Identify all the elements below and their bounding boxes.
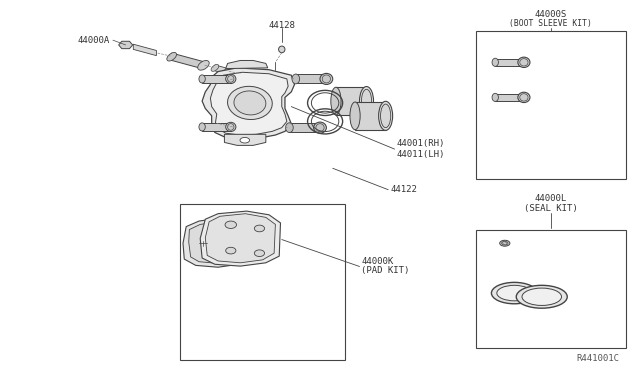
Ellipse shape — [254, 225, 264, 232]
Ellipse shape — [500, 240, 510, 246]
Polygon shape — [355, 102, 386, 130]
Polygon shape — [189, 221, 252, 263]
Text: 44128: 44128 — [268, 21, 295, 30]
Text: R441001C: R441001C — [577, 354, 620, 363]
Ellipse shape — [516, 285, 567, 308]
Polygon shape — [172, 53, 204, 69]
Ellipse shape — [254, 250, 264, 257]
Ellipse shape — [198, 61, 209, 70]
Polygon shape — [296, 74, 326, 83]
Text: 44122: 44122 — [390, 185, 417, 194]
Ellipse shape — [226, 122, 236, 132]
Ellipse shape — [360, 87, 374, 116]
Ellipse shape — [225, 221, 237, 228]
Ellipse shape — [234, 91, 266, 115]
Text: (BOOT SLEEVE KIT): (BOOT SLEEVE KIT) — [509, 19, 592, 28]
Ellipse shape — [316, 124, 324, 132]
Ellipse shape — [362, 89, 372, 113]
Polygon shape — [211, 72, 288, 135]
Ellipse shape — [331, 87, 341, 115]
Ellipse shape — [492, 282, 538, 304]
Ellipse shape — [228, 76, 234, 82]
Text: (PAD KIT): (PAD KIT) — [362, 266, 410, 275]
Ellipse shape — [292, 74, 300, 84]
Ellipse shape — [199, 123, 205, 131]
Ellipse shape — [228, 86, 272, 119]
Bar — [180, 205, 346, 359]
Polygon shape — [495, 59, 524, 66]
Polygon shape — [200, 211, 280, 266]
Ellipse shape — [502, 242, 507, 245]
Ellipse shape — [199, 75, 205, 83]
Bar — [476, 31, 626, 179]
Ellipse shape — [492, 58, 499, 66]
Ellipse shape — [520, 59, 528, 66]
Polygon shape — [215, 65, 228, 74]
Polygon shape — [336, 87, 367, 115]
Polygon shape — [202, 123, 231, 131]
Polygon shape — [205, 214, 275, 263]
Polygon shape — [202, 68, 294, 139]
Ellipse shape — [492, 93, 499, 102]
Ellipse shape — [314, 122, 326, 133]
Ellipse shape — [322, 75, 330, 83]
Ellipse shape — [518, 57, 530, 67]
Text: 44000K: 44000K — [362, 257, 394, 266]
Ellipse shape — [223, 67, 232, 76]
Polygon shape — [118, 41, 132, 49]
Ellipse shape — [350, 102, 360, 130]
Text: 44000L: 44000L — [534, 195, 567, 203]
Polygon shape — [226, 61, 268, 68]
Ellipse shape — [381, 104, 391, 128]
Ellipse shape — [278, 46, 285, 53]
Ellipse shape — [502, 241, 508, 245]
Text: 44000S: 44000S — [534, 10, 567, 19]
Polygon shape — [183, 217, 256, 267]
Ellipse shape — [226, 74, 236, 84]
Text: (SEAL KIT): (SEAL KIT) — [524, 203, 577, 213]
Ellipse shape — [518, 92, 530, 103]
Ellipse shape — [522, 288, 561, 305]
Ellipse shape — [228, 124, 234, 130]
Ellipse shape — [520, 94, 528, 101]
Ellipse shape — [379, 101, 393, 130]
Ellipse shape — [320, 73, 333, 84]
Polygon shape — [289, 123, 320, 132]
Ellipse shape — [167, 52, 177, 61]
Bar — [476, 230, 626, 349]
Ellipse shape — [497, 285, 532, 301]
Text: 44000A: 44000A — [77, 36, 109, 45]
Polygon shape — [225, 134, 266, 145]
Ellipse shape — [285, 123, 293, 132]
Text: 44011(LH): 44011(LH) — [396, 150, 445, 159]
Polygon shape — [495, 94, 524, 101]
Ellipse shape — [226, 247, 236, 254]
Ellipse shape — [211, 64, 219, 71]
Ellipse shape — [240, 137, 250, 143]
Polygon shape — [202, 75, 231, 83]
Text: 44001(RH): 44001(RH) — [396, 139, 445, 148]
Polygon shape — [133, 44, 156, 56]
